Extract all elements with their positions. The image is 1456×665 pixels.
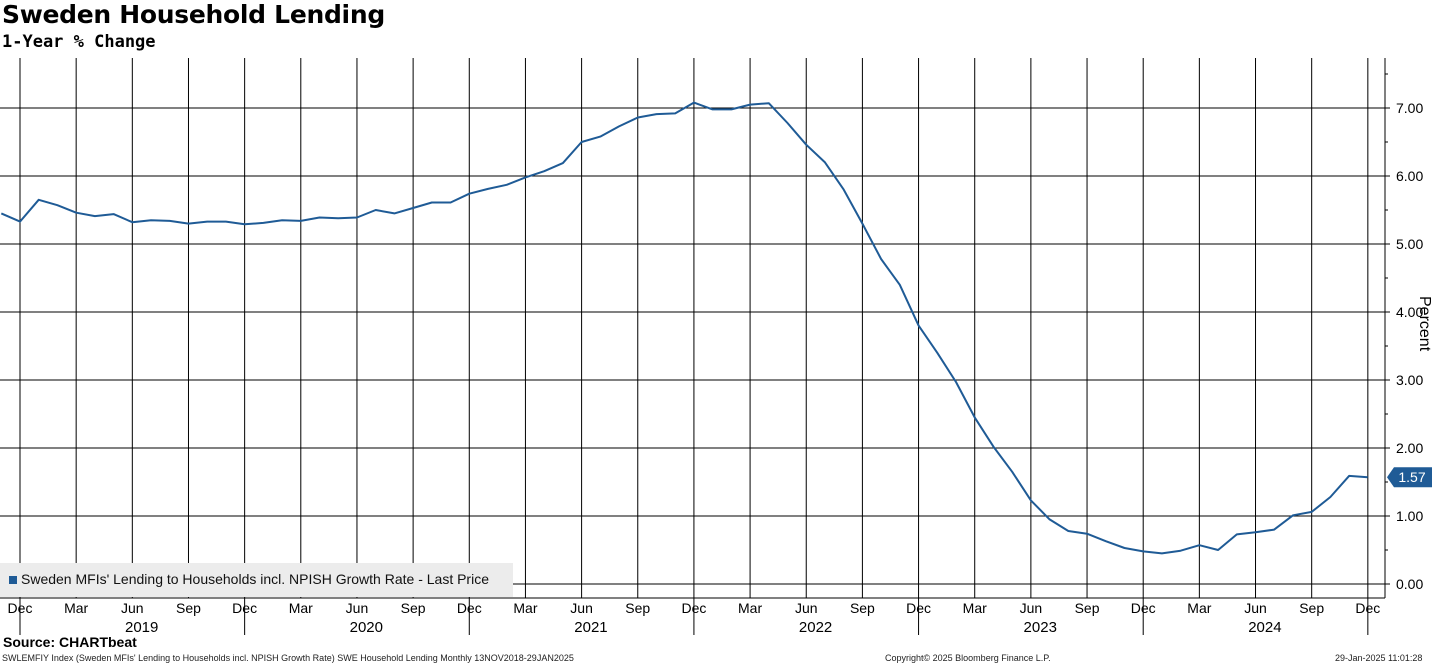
x-tick-label: Sep xyxy=(176,600,201,616)
x-tick-label: Jun xyxy=(795,600,818,616)
x-tick-label: Mar xyxy=(1187,600,1211,616)
footer-index-info: SWLEMFIY Index (Sweden MFIs' Lending to … xyxy=(2,653,574,663)
legend: Sweden MFIs' Lending to Households incl.… xyxy=(0,563,513,597)
y-tick-label: 5.00 xyxy=(1396,236,1423,252)
year-label: 2023 xyxy=(1024,619,1057,636)
y-tick-label: 4.00 xyxy=(1396,304,1423,320)
footer-copyright: Copyright© 2025 Bloomberg Finance L.P. xyxy=(885,653,1051,663)
x-tick-label: Mar xyxy=(738,600,762,616)
year-label: 2024 xyxy=(1248,619,1281,636)
last-value-label: 1.57 xyxy=(1398,469,1425,485)
x-tick-label: Jun xyxy=(1244,600,1267,616)
year-label: 2019 xyxy=(125,619,158,636)
x-tick-label: Sep xyxy=(1299,600,1324,616)
footer-timestamp: 29-Jan-2025 11:01:28 xyxy=(1335,653,1423,663)
x-tick-label: Jun xyxy=(570,600,593,616)
chart-subtitle: 1-Year % Change xyxy=(2,32,156,52)
x-tick-label: Sep xyxy=(850,600,875,616)
year-label: 2021 xyxy=(574,619,607,636)
x-tick-label: Jun xyxy=(346,600,369,616)
y-tick-label: 3.00 xyxy=(1396,372,1423,388)
y-tick-label: 1.00 xyxy=(1396,508,1423,524)
legend-swatch xyxy=(9,576,17,584)
y-axis-label: Percent xyxy=(1416,296,1433,352)
y-tick-label: 6.00 xyxy=(1396,168,1423,184)
year-label: 2020 xyxy=(350,619,383,636)
y-tick-label: 2.00 xyxy=(1396,440,1423,456)
y-tick-label: 7.00 xyxy=(1396,100,1423,116)
x-tick-label: Sep xyxy=(401,600,426,616)
x-tick-label: Mar xyxy=(64,600,88,616)
last-value-badge xyxy=(1387,467,1432,488)
source-note: Source: CHARTbeat xyxy=(3,634,137,650)
legend-label: Sweden MFIs' Lending to Households incl.… xyxy=(21,571,489,587)
x-tick-label: Mar xyxy=(513,600,537,616)
x-tick-label: Jun xyxy=(1020,600,1043,616)
year-label: 2022 xyxy=(799,619,832,636)
x-tick-label: Jun xyxy=(121,600,144,616)
x-tick-label: Sep xyxy=(625,600,650,616)
x-tick-label: Mar xyxy=(289,600,313,616)
x-tick-label: Sep xyxy=(1075,600,1100,616)
x-tick-label: Mar xyxy=(963,600,987,616)
y-tick-label: 0.00 xyxy=(1396,576,1423,592)
chart-title: Sweden Household Lending xyxy=(2,0,385,29)
series-line xyxy=(0,101,1368,555)
